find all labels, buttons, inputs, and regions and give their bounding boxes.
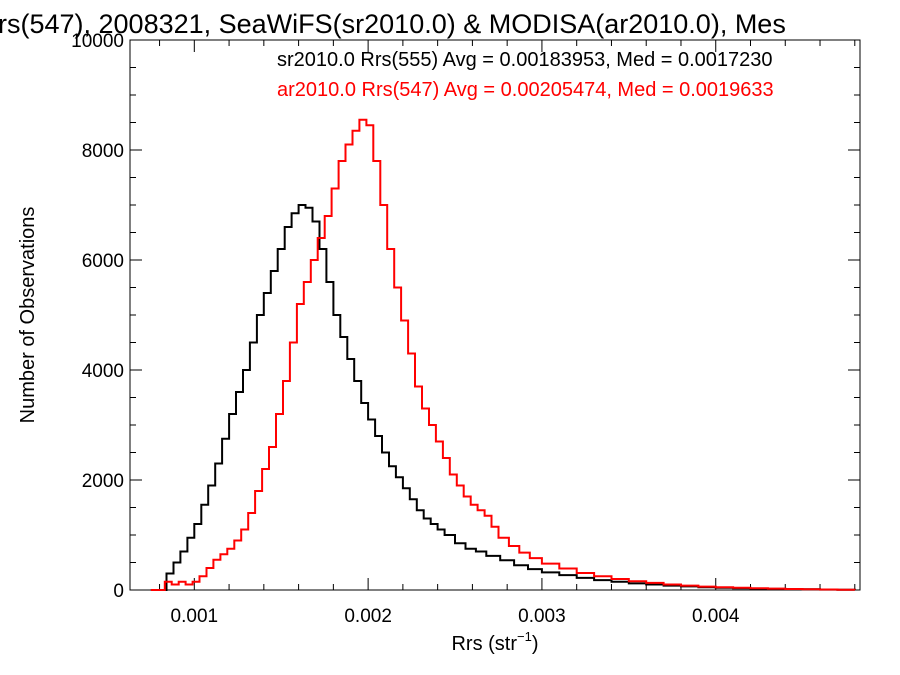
y-tick-label: 10000 [71, 31, 124, 52]
x-axis-label-superscript: −1 [517, 629, 532, 644]
legend-entry-sr2010: sr2010.0 Rrs(555) Avg = 0.00183953, Med … [277, 49, 773, 71]
legend: sr2010.0 Rrs(555) Avg = 0.00183953, Med … [277, 49, 774, 101]
legend-entry-ar2010: ar2010.0 Rrs(547) Avg = 0.00205474, Med … [277, 79, 774, 101]
y-tick-label: 2000 [82, 471, 124, 492]
x-axis-label-main: Rrs (str [451, 633, 517, 655]
series-line-0 [150, 204, 856, 591]
axis-ticks: 0.001 0.002 0.003 0.004 0 2000 4000 6000 8000 100… [71, 31, 860, 627]
y-tick-label: 6000 [82, 251, 124, 272]
x-tick-label: 0.003 [518, 606, 566, 627]
x-tick-label: 0.002 [344, 606, 392, 627]
y-axis-label: Number of Observations [17, 207, 39, 424]
plot-frame [129, 39, 861, 591]
y-tick-label: 0 [113, 581, 124, 602]
y-tick-label: 8000 [82, 141, 124, 162]
x-tick-label: 0.001 [171, 606, 219, 627]
y-tick-label: 4000 [82, 361, 124, 382]
x-axis-label-end: ) [532, 633, 539, 655]
series-layer [150, 118, 856, 591]
series-line-1 [150, 118, 856, 591]
x-axis-label: Rrs (str−1) [451, 629, 538, 655]
plot-border [129, 39, 861, 591]
x-tick-label: 0.004 [692, 606, 740, 627]
chart-title: rs(547), 2008321, SeaWiFS(sr2010.0) & MO… [0, 9, 786, 39]
